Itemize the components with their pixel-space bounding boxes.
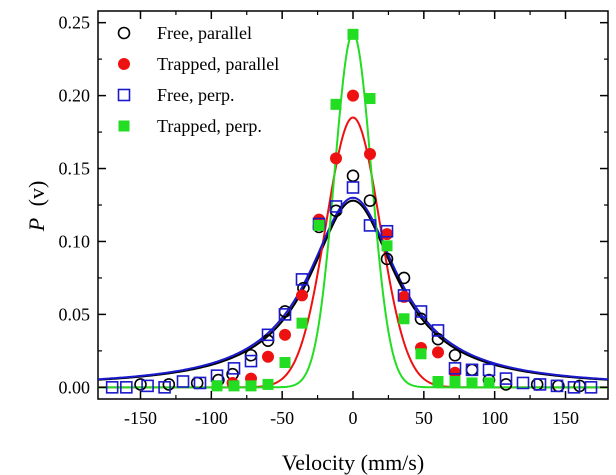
data-point: [398, 313, 410, 325]
data-markers: [105, 28, 598, 394]
data-point: [448, 348, 462, 362]
data-point: [449, 366, 461, 379]
data-point: [296, 317, 308, 329]
legend-label: Free, parallel: [157, 23, 252, 43]
y-axis-title: P (v): [24, 181, 49, 233]
data-point: [347, 89, 359, 102]
x-tick-label: 150: [552, 408, 579, 428]
x-tick-label: 50: [415, 408, 433, 428]
data-point: [533, 378, 547, 391]
data-point: [415, 348, 427, 360]
y-axis-ticks: 0.00 0.05 0.10 0.15 0.20 0.25: [59, 13, 608, 397]
legend-marker: [118, 58, 130, 70]
legend: Free, parallel Trapped, parallel Free, per…: [117, 23, 279, 136]
data-point: [120, 381, 133, 394]
data-point: [158, 381, 171, 394]
x-axis-title: Velocity (mm/s): [282, 450, 424, 475]
data-point: [193, 376, 207, 390]
data-point: [295, 273, 309, 286]
data-point: [227, 362, 241, 375]
data-point: [296, 289, 308, 302]
data-point: [414, 312, 428, 326]
data-point: [279, 328, 291, 341]
legend-label: Free, perp.: [157, 85, 234, 105]
data-point: [482, 363, 496, 377]
data-point: [346, 181, 360, 194]
data-point: [516, 376, 530, 390]
data-point: [261, 328, 275, 342]
y-tick-label: 0.05: [59, 304, 91, 324]
x-tick-label: 0: [349, 408, 358, 428]
data-point: [381, 240, 393, 252]
x-tick-label: -50: [270, 408, 294, 428]
data-point: [313, 219, 325, 231]
data-point: [432, 346, 444, 359]
data-point: [465, 363, 479, 377]
y-axis-title-argument: (v): [24, 181, 49, 207]
legend-label: Trapped, perp.: [157, 116, 262, 136]
x-tick-label: 100: [481, 408, 508, 428]
data-point: [330, 98, 342, 110]
data-point: [211, 380, 223, 392]
data-point: [431, 324, 445, 337]
data-point: [245, 380, 257, 392]
data-point: [162, 378, 176, 391]
data-point: [397, 289, 411, 302]
data-point: [329, 200, 343, 213]
legend-marker: [117, 26, 131, 40]
data-point: [134, 378, 147, 391]
x-axis-ticks: -150 -100 -50 0 50 100 150: [124, 11, 579, 428]
y-tick-label: 0.20: [59, 86, 91, 106]
data-point: [244, 354, 258, 368]
data-point: [262, 350, 274, 363]
y-tick-label: 0.15: [59, 159, 91, 179]
y-tick-label: 0.25: [59, 13, 91, 33]
fit-curve: [97, 196, 609, 381]
data-point: [397, 271, 411, 285]
data-point: [262, 378, 274, 390]
data-point: [364, 147, 376, 160]
data-point: [176, 375, 190, 388]
data-point: [279, 357, 291, 369]
y-axis-title-symbol: P: [24, 218, 49, 232]
data-point: [483, 377, 495, 389]
data-point: [431, 332, 445, 346]
data-point: [105, 381, 119, 394]
data-point: [363, 219, 377, 232]
data-point: [363, 194, 377, 207]
data-point: [364, 93, 376, 105]
data-point: [380, 252, 394, 266]
data-point: [584, 381, 598, 394]
data-point: [398, 290, 410, 303]
data-point: [380, 224, 394, 238]
legend-marker: [117, 88, 131, 102]
data-point: [346, 169, 360, 183]
y-tick-label: 0.00: [59, 377, 91, 397]
data-point: [550, 379, 564, 393]
data-point: [228, 380, 240, 392]
x-tick-label: -100: [195, 408, 228, 428]
legend-label: Trapped, parallel: [157, 54, 279, 74]
fit-curve: [97, 199, 609, 381]
data-point: [330, 152, 342, 165]
data-point: [141, 379, 154, 393]
fit-curve: [98, 116, 608, 389]
data-point: [414, 305, 428, 318]
data-point: [449, 375, 461, 387]
data-point: [499, 372, 513, 385]
data-point: [567, 381, 581, 394]
data-point: [465, 363, 479, 377]
data-point: [347, 28, 359, 40]
data-point: [466, 377, 478, 389]
data-point: [381, 228, 393, 241]
y-tick-label: 0.10: [59, 231, 91, 251]
data-point: [278, 308, 292, 321]
legend-marker: [118, 120, 130, 132]
x-tick-label: -150: [124, 408, 157, 428]
data-point: [432, 375, 444, 387]
data-point: [448, 362, 462, 375]
